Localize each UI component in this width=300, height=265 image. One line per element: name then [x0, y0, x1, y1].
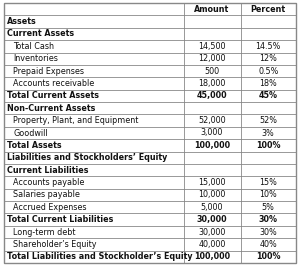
Text: Assets: Assets	[7, 17, 37, 26]
Bar	[4, 127, 296, 139]
Text: Liabilities and Stockholders’ Equity: Liabilities and Stockholders’ Equity	[7, 153, 167, 162]
Text: 100,000: 100,000	[194, 141, 230, 150]
Text: 18,000: 18,000	[198, 79, 226, 88]
Bar	[4, 102, 296, 114]
Text: 30,000: 30,000	[197, 215, 227, 224]
Text: Current Liabilities: Current Liabilities	[7, 166, 88, 175]
Bar	[4, 40, 296, 52]
Bar	[4, 139, 296, 152]
Bar	[4, 77, 296, 90]
Text: 18%: 18%	[260, 79, 277, 88]
Bar	[4, 214, 296, 226]
Bar	[4, 65, 296, 77]
Text: 40%: 40%	[260, 240, 277, 249]
Bar	[4, 90, 296, 102]
Text: 10,000: 10,000	[198, 191, 226, 199]
Bar	[4, 251, 296, 263]
Text: Accounts receivable: Accounts receivable	[13, 79, 94, 88]
Text: 3%: 3%	[262, 129, 274, 138]
Text: Property, Plant, and Equipment: Property, Plant, and Equipment	[13, 116, 138, 125]
Text: 15,000: 15,000	[198, 178, 226, 187]
Bar	[4, 176, 296, 189]
Text: Total Assets: Total Assets	[7, 141, 62, 150]
Text: 14,500: 14,500	[198, 42, 226, 51]
Text: 12%: 12%	[259, 54, 277, 63]
Text: 45%: 45%	[259, 91, 278, 100]
Text: Total Liabilities and Stockholder’s Equity: Total Liabilities and Stockholder’s Equi…	[7, 252, 193, 261]
Text: 100,000: 100,000	[194, 252, 230, 261]
Bar	[4, 15, 296, 28]
Text: Current Assets: Current Assets	[7, 29, 74, 38]
Text: 5%: 5%	[262, 203, 275, 212]
Text: Amount: Amount	[194, 5, 230, 14]
Text: Inventories: Inventories	[13, 54, 58, 63]
Text: Total Cash: Total Cash	[13, 42, 54, 51]
Text: Accounts payable: Accounts payable	[13, 178, 84, 187]
Text: 52,000: 52,000	[198, 116, 226, 125]
Bar	[4, 238, 296, 251]
Text: Total Current Assets: Total Current Assets	[7, 91, 99, 100]
Text: 45,000: 45,000	[197, 91, 227, 100]
Text: Prepaid Expenses: Prepaid Expenses	[13, 67, 84, 76]
Text: 30%: 30%	[259, 215, 278, 224]
Text: Total Current Liabilities: Total Current Liabilities	[7, 215, 113, 224]
Bar	[4, 201, 296, 214]
Text: Long-term debt: Long-term debt	[13, 228, 76, 237]
Bar	[4, 164, 296, 176]
Text: 30,000: 30,000	[198, 228, 226, 237]
Text: Non-Current Assets: Non-Current Assets	[7, 104, 95, 113]
Text: 15%: 15%	[259, 178, 277, 187]
Text: 5,000: 5,000	[201, 203, 223, 212]
Bar	[4, 114, 296, 127]
Text: 3,000: 3,000	[201, 129, 223, 138]
Text: 30%: 30%	[260, 228, 277, 237]
Text: 500: 500	[205, 67, 220, 76]
Text: 10%: 10%	[260, 191, 277, 199]
Text: 14.5%: 14.5%	[256, 42, 281, 51]
Text: 0.5%: 0.5%	[258, 67, 278, 76]
Text: Salaries payable: Salaries payable	[13, 191, 80, 199]
Bar	[4, 152, 296, 164]
Text: Goodwill: Goodwill	[13, 129, 48, 138]
Text: Accrued Expenses: Accrued Expenses	[13, 203, 86, 212]
Text: Shareholder’s Equity: Shareholder’s Equity	[13, 240, 97, 249]
Bar	[4, 189, 296, 201]
Bar	[4, 28, 296, 40]
Text: 12,000: 12,000	[198, 54, 226, 63]
Bar	[4, 52, 296, 65]
Text: 100%: 100%	[256, 252, 280, 261]
Bar	[4, 226, 296, 238]
Text: Percent: Percent	[251, 5, 286, 14]
Text: 100%: 100%	[256, 141, 280, 150]
Text: 40,000: 40,000	[198, 240, 226, 249]
Bar	[4, 3, 296, 15]
Text: 52%: 52%	[259, 116, 277, 125]
